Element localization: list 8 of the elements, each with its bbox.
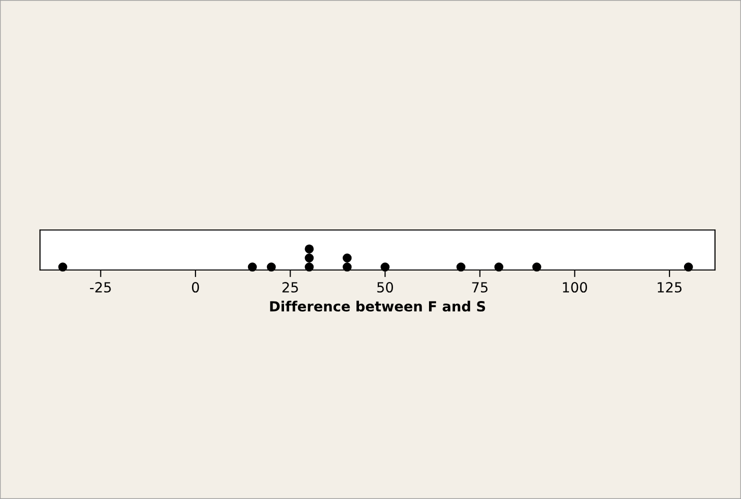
x-tick-label: 100: [562, 282, 588, 293]
x-tick-label: 25: [282, 282, 298, 293]
x-tick-label: 0: [192, 282, 199, 293]
x-axis-title: Difference between F and S: [270, 300, 486, 312]
x-tick-label: 75: [472, 282, 488, 293]
x-tick-label: 125: [658, 282, 682, 293]
x-tick-label: 50: [377, 282, 393, 293]
x-tick-label: -25: [90, 282, 111, 293]
